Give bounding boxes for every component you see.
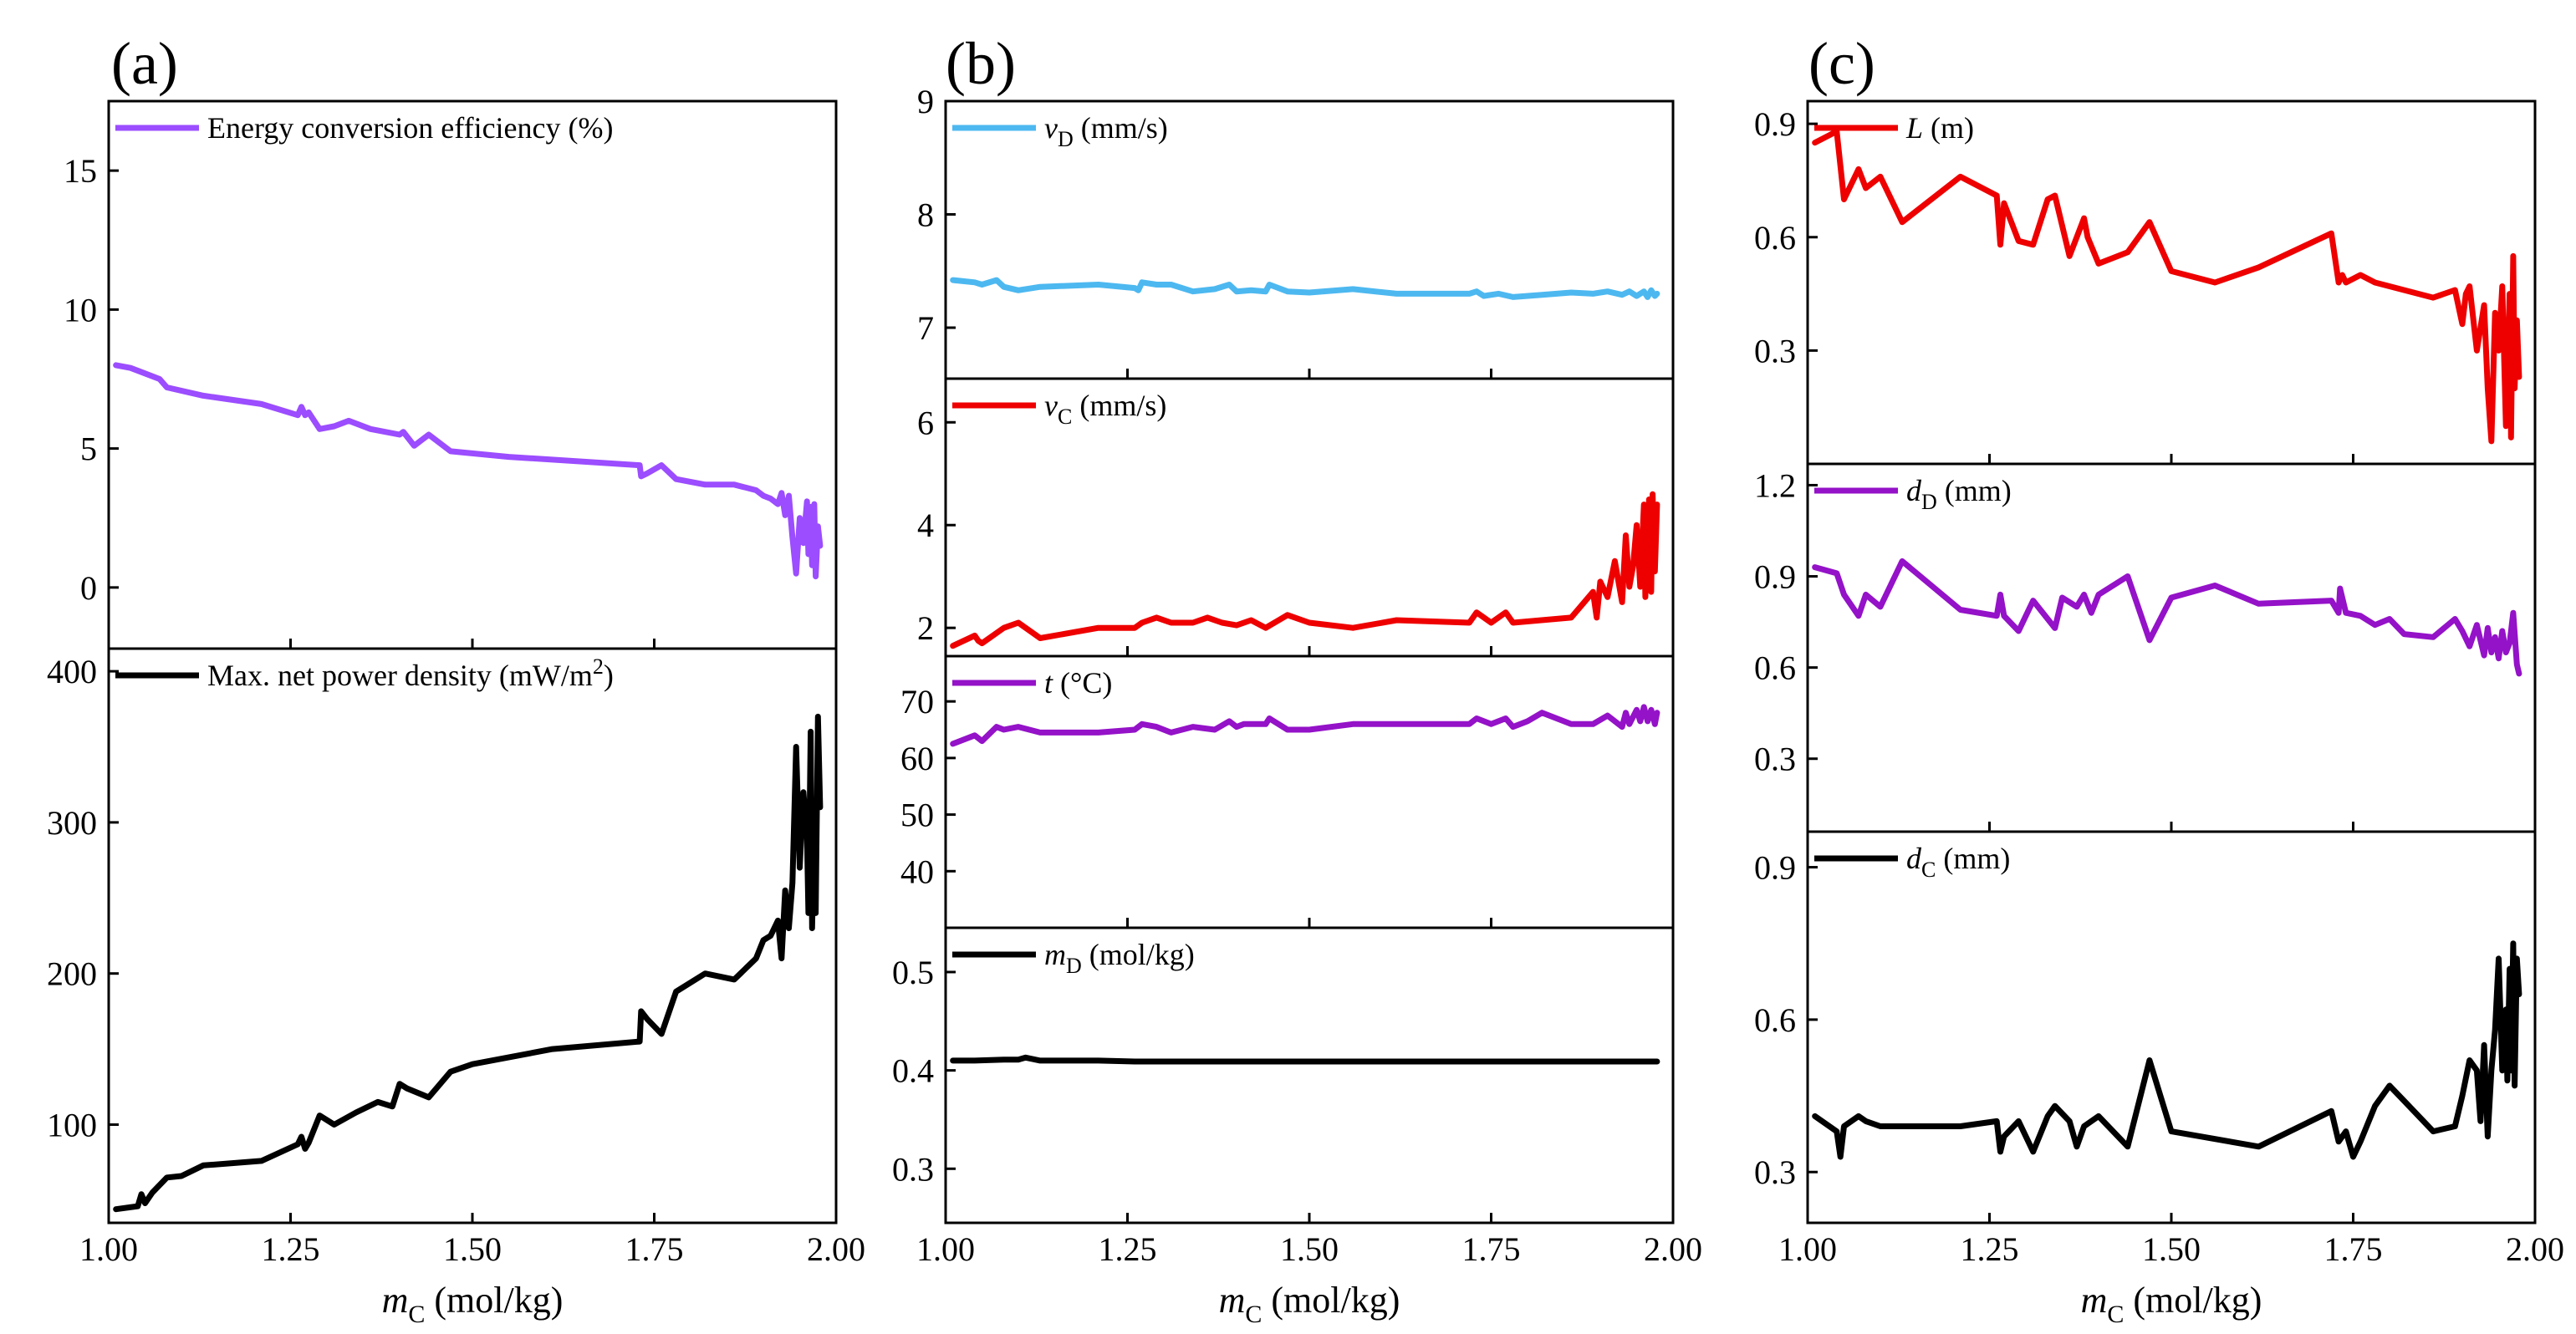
y-tick-label: 9 [917, 83, 934, 120]
y-tick-label: 0.3 [1754, 741, 1796, 778]
chart-b4: 0.3 0.4 0.5 mD (mol/kg) [892, 926, 1675, 1225]
x-axis-b: 1.00 1.25 1.50 1.75 2.00 mC (mol/kg) [916, 1230, 1702, 1328]
series-line [950, 277, 1660, 300]
x-tick-label: 1.00 [79, 1230, 138, 1268]
series-line [1812, 940, 2522, 1160]
x-tick-label: 1.25 [262, 1230, 320, 1268]
plot-frame [107, 647, 838, 1225]
y-tick-label: 0.4 [892, 1052, 934, 1090]
x-axis-title: mC (mol/kg) [382, 1280, 564, 1328]
y-tick-label: 50 [900, 797, 934, 834]
series-line [950, 1054, 1660, 1065]
x-tick-label: 1.50 [443, 1230, 502, 1268]
charts-layer: 0 5 10 15 Energy conversion efficiency (%) 10… [47, 83, 2537, 1225]
y-tick-label: 40 [900, 853, 934, 890]
x-tick-label: 1.50 [1280, 1230, 1339, 1268]
series-line [950, 491, 1660, 649]
chart-b1: 7 8 9 vD (mm/s) [917, 83, 1675, 380]
chart-c1: 0.3 0.6 0.9 L (m) [1754, 99, 2537, 466]
x-axis-title: mC (mol/kg) [1219, 1280, 1400, 1328]
y-tick-label: 70 [900, 683, 934, 720]
y-tick-label: 8 [917, 196, 934, 234]
x-tick-label: 1.00 [1778, 1230, 1837, 1268]
y-tick-label: 100 [47, 1106, 97, 1143]
x-axis-c: 1.00 1.25 1.50 1.75 2.00 mC (mol/kg) [1778, 1230, 2564, 1328]
series-line [950, 704, 1660, 747]
y-tick-label: 2 [917, 609, 934, 647]
y-tick-label: 60 [900, 740, 934, 777]
plot-frame [1806, 830, 2537, 1225]
plot-frame [1806, 462, 2537, 833]
legend-label: Max. net power density (mW/m2) [207, 654, 614, 692]
y-tick-label: 0.6 [1754, 649, 1796, 687]
chart-c3: 0.3 0.6 0.9 dC (mm) [1754, 830, 2537, 1225]
chart-b2: 2 4 6 vC (mm/s) [917, 377, 1675, 658]
x-tick-label: 1.50 [2142, 1230, 2201, 1268]
x-tick-label: 2.00 [807, 1230, 865, 1268]
y-tick-label: 0.9 [1754, 558, 1796, 596]
plot-frame [1806, 99, 2537, 466]
y-tick-label: 0.5 [892, 954, 934, 991]
y-tick-label: 0.9 [1754, 105, 1796, 143]
x-tick-label: 1.25 [1961, 1230, 2019, 1268]
y-tick-label: 15 [64, 152, 97, 190]
x-tick-label: 1.75 [625, 1230, 684, 1268]
y-tick-label: 4 [917, 507, 934, 544]
panel-label-c: (c) [1808, 30, 1875, 97]
y-tick-label: 400 [47, 653, 97, 690]
y-tick-label: 0.3 [892, 1150, 934, 1188]
legend-label: Energy conversion efficiency (%) [207, 111, 613, 145]
x-axis-a: 1.00 1.25 1.50 1.75 2.00 mC (mol/kg) [79, 1230, 865, 1328]
chart-b3: 40 50 60 70 t (°C) [900, 654, 1675, 929]
y-tick-label: 200 [47, 955, 97, 993]
legend-label: dD (mm) [1906, 474, 2012, 514]
y-tick-label: 1.2 [1754, 466, 1796, 504]
y-tick-label: 7 [917, 309, 934, 347]
x-tick-label: 1.75 [1462, 1230, 1521, 1268]
legend-label: dC (mm) [1906, 842, 2010, 882]
y-tick-label: 0.6 [1754, 1001, 1796, 1039]
y-tick-label: 0.6 [1754, 219, 1796, 257]
plot-frame [944, 926, 1675, 1225]
legend-label: mD (mol/kg) [1044, 938, 1195, 978]
x-tick-label: 2.00 [2506, 1230, 2564, 1268]
legend-label: L (m) [1905, 111, 1974, 145]
chart-c2: 0.3 0.6 0.9 1.2 dD (mm) [1754, 462, 2537, 833]
y-tick-label: 300 [47, 804, 97, 842]
panel-label-b: (b) [946, 30, 1016, 97]
y-tick-label: 0.3 [1754, 1153, 1796, 1191]
y-tick-label: 5 [80, 430, 97, 468]
y-tick-label: 0.3 [1754, 332, 1796, 369]
x-axis-title: mC (mol/kg) [2081, 1280, 2262, 1328]
legend-label: vD (mm/s) [1044, 111, 1168, 151]
legend-label: vC (mm/s) [1044, 389, 1166, 429]
x-tick-label: 2.00 [1644, 1230, 1702, 1268]
plot-frame [107, 99, 838, 650]
y-tick-label: 0 [80, 569, 97, 607]
x-tick-label: 1.00 [916, 1230, 975, 1268]
y-tick-label: 10 [64, 291, 97, 328]
series-line [1812, 558, 2522, 677]
y-tick-label: 0.9 [1754, 849, 1796, 887]
x-tick-label: 1.75 [2324, 1230, 2383, 1268]
chart-a2: 100 200 300 400 Max. net power density (mW/m… [47, 647, 838, 1225]
legend-label: t (°C) [1044, 666, 1112, 700]
y-tick-label: 6 [917, 404, 934, 441]
chart-a1: 0 5 10 15 Energy conversion efficiency (%) [64, 99, 838, 650]
series-line [113, 713, 824, 1213]
series-line [1812, 128, 2522, 445]
x-tick-label: 1.25 [1099, 1230, 1157, 1268]
series-line [113, 362, 824, 580]
panel-label-a: (a) [111, 30, 178, 97]
